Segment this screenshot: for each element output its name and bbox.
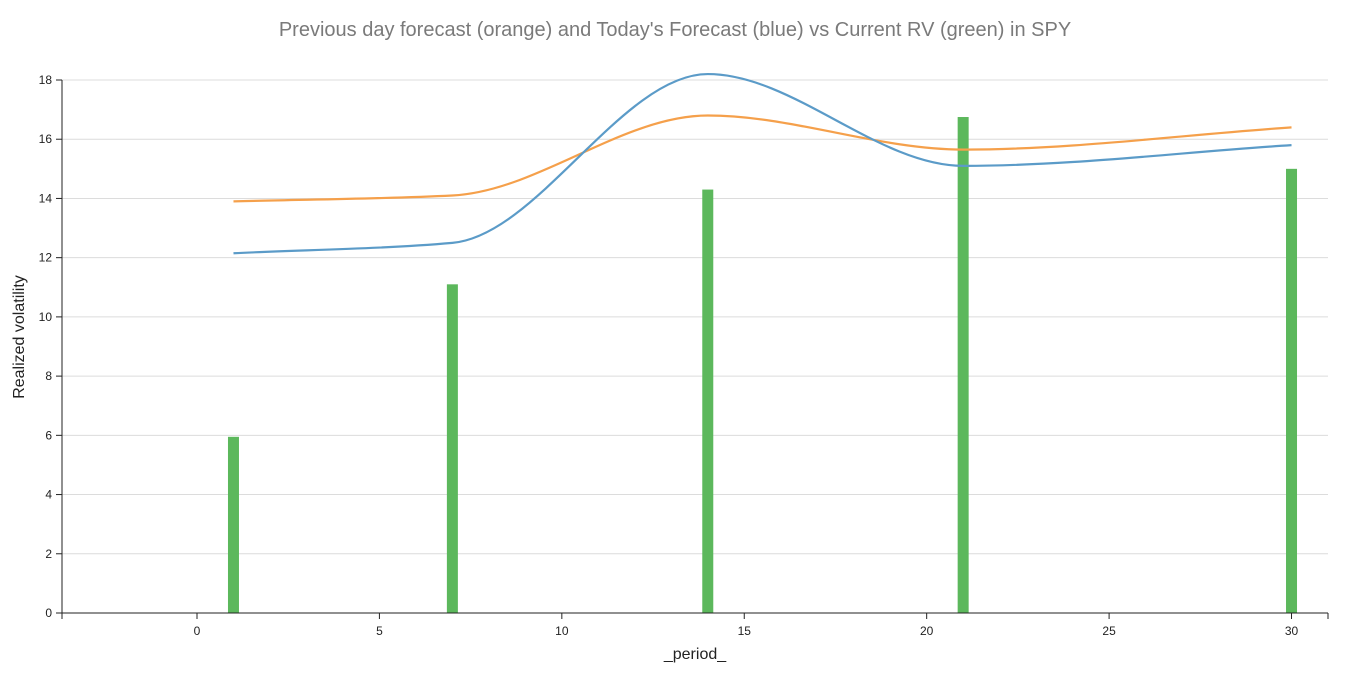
y-tick-label: 12 <box>39 251 53 265</box>
x-tick-label: 10 <box>555 624 569 638</box>
axes: 0 2 4 6 8 10 12 14 16 18 0 5 10 15 20 25 30 <box>39 73 1329 638</box>
x-tick-label: 30 <box>1285 624 1299 638</box>
x-tick-label: 15 <box>738 624 752 638</box>
rv-bar <box>227 436 239 613</box>
rv-bar <box>446 284 458 613</box>
y-axis-label: Realized volatility <box>11 275 28 399</box>
orange-forecast-line <box>233 114 1292 203</box>
x-tick-label: 5 <box>376 624 383 638</box>
x-axis-label: _period_ <box>663 646 727 663</box>
line-series <box>233 72 1292 255</box>
x-tick-label: 25 <box>1102 624 1116 638</box>
rv-bar <box>1286 168 1298 614</box>
rv-bar <box>957 117 969 613</box>
y-tick-label: 6 <box>45 428 52 442</box>
y-tick-label: 18 <box>39 73 53 87</box>
y-tick-label: 2 <box>45 547 52 561</box>
rv-bar <box>702 189 714 614</box>
blue-forecast-line <box>233 72 1292 255</box>
bar-series <box>227 117 1298 614</box>
y-tick-label: 16 <box>39 132 53 146</box>
x-tick-label: 0 <box>194 624 201 638</box>
y-tick-label: 14 <box>39 191 53 205</box>
x-tick-label: 20 <box>920 624 934 638</box>
chart-title: Previous day forecast (orange) and Today… <box>279 19 1071 41</box>
grid <box>62 79 1328 555</box>
y-tick-label: 10 <box>39 310 53 324</box>
y-tick-label: 4 <box>45 488 52 502</box>
y-tick-label: 8 <box>45 369 52 383</box>
y-tick-label: 0 <box>45 606 52 620</box>
